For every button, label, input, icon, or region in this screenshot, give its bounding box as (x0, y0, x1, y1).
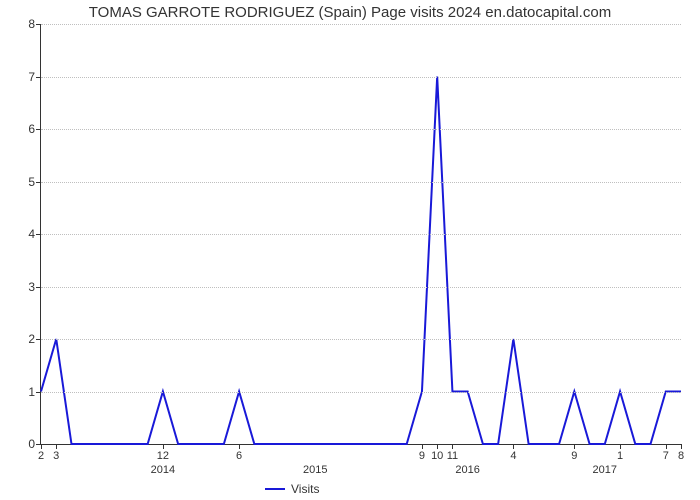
x-tick-mark (163, 444, 164, 449)
x-tick-year: 2015 (303, 464, 327, 476)
y-tick-mark (36, 77, 41, 78)
y-tick-mark (36, 287, 41, 288)
y-tick-mark (36, 182, 41, 183)
plot-area: 0123456782312691011491782014201520162017 (40, 24, 681, 445)
y-tick-mark (36, 234, 41, 235)
x-tick-year: 2016 (455, 464, 479, 476)
x-tick-year: 2014 (151, 464, 175, 476)
y-tick-label: 0 (11, 437, 35, 451)
y-tick-label: 6 (11, 122, 35, 136)
x-tick-number: 11 (447, 450, 458, 462)
grid-line (41, 392, 681, 393)
y-tick-label: 8 (11, 17, 35, 31)
x-tick-year: 2017 (593, 464, 617, 476)
grid-line (41, 77, 681, 78)
x-tick-number: 9 (571, 450, 577, 462)
y-tick-mark (36, 392, 41, 393)
grid-line (41, 24, 681, 25)
grid-line (41, 182, 681, 183)
y-tick-label: 1 (11, 385, 35, 399)
x-tick-mark (239, 444, 240, 449)
y-tick-label: 3 (11, 280, 35, 294)
x-tick-mark (681, 444, 682, 449)
y-tick-mark (36, 339, 41, 340)
y-tick-label: 5 (11, 175, 35, 189)
x-tick-mark (452, 444, 453, 449)
x-tick-number: 8 (678, 450, 684, 462)
x-tick-number: 7 (663, 450, 669, 462)
grid-line (41, 234, 681, 235)
x-tick-mark (422, 444, 423, 449)
legend-swatch (265, 488, 285, 490)
x-tick-number: 1 (617, 450, 623, 462)
chart-title: TOMAS GARROTE RODRIGUEZ (Spain) Page vis… (0, 4, 700, 21)
grid-line (41, 339, 681, 340)
legend: Visits (265, 482, 319, 496)
y-tick-label: 7 (11, 70, 35, 84)
x-tick-mark (574, 444, 575, 449)
x-tick-number: 12 (157, 450, 169, 462)
x-tick-number: 6 (236, 450, 242, 462)
x-tick-mark (620, 444, 621, 449)
x-tick-number: 9 (419, 450, 425, 462)
x-tick-mark (437, 444, 438, 449)
chart-root: TOMAS GARROTE RODRIGUEZ (Spain) Page vis… (0, 0, 700, 500)
x-tick-mark (56, 444, 57, 449)
grid-line (41, 287, 681, 288)
grid-line (41, 129, 681, 130)
y-tick-mark (36, 24, 41, 25)
x-tick-number: 3 (53, 450, 59, 462)
y-tick-label: 4 (11, 227, 35, 241)
y-tick-label: 2 (11, 332, 35, 346)
x-tick-mark (666, 444, 667, 449)
x-tick-number: 4 (510, 450, 516, 462)
x-tick-mark (41, 444, 42, 449)
legend-label: Visits (291, 482, 319, 496)
x-tick-number: 10 (431, 450, 443, 462)
x-tick-mark (513, 444, 514, 449)
y-tick-mark (36, 129, 41, 130)
x-tick-number: 2 (38, 450, 44, 462)
